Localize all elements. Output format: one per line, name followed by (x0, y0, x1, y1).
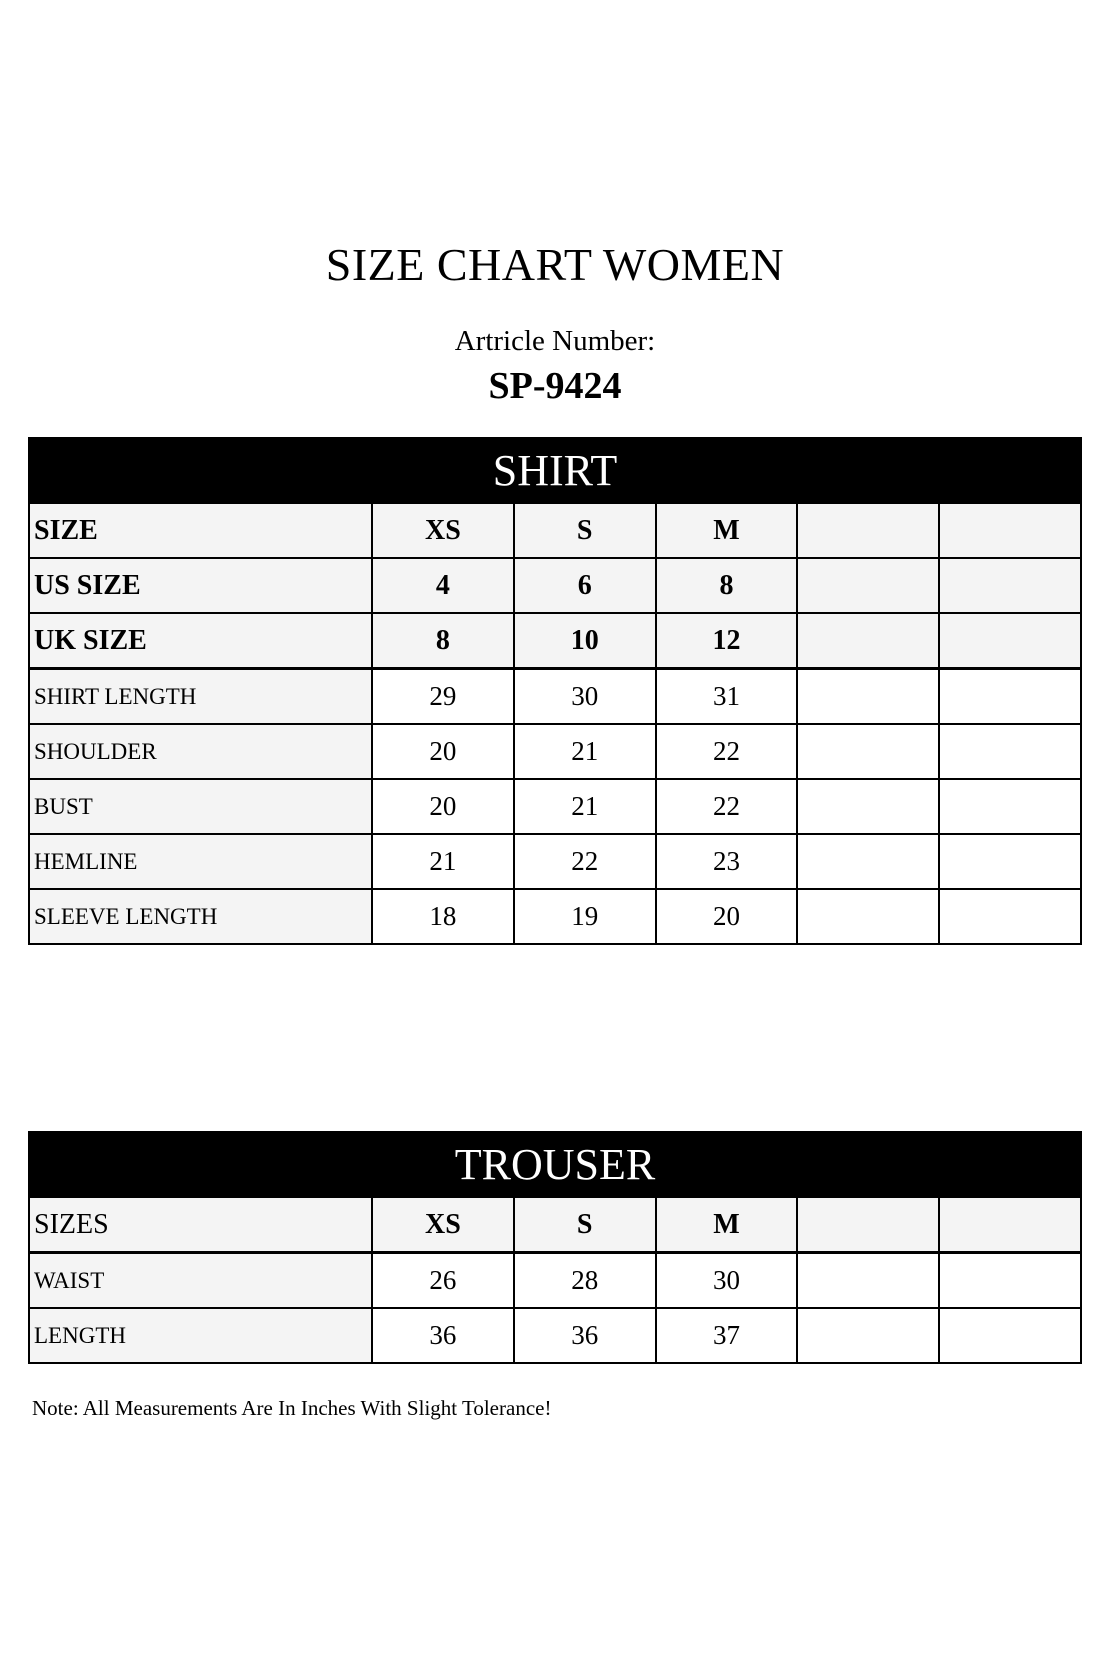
size-value-cell: 22 (654, 723, 799, 780)
size-value-cell: 31 (654, 667, 799, 725)
size-value-cell (796, 557, 941, 614)
size-value-cell (796, 667, 941, 725)
size-value-cell (938, 888, 1082, 945)
row-label: SHOULDER (28, 723, 373, 780)
size-value-cell: 26 (371, 1251, 515, 1309)
size-value-cell (796, 833, 941, 890)
size-value-cell (938, 612, 1082, 670)
size-value-cell: XS (371, 1196, 515, 1254)
shirt-measurement-row: BUST 20 21 22 (28, 778, 1082, 835)
trouser-size-table: TROUSER SIZES XS S M WAIST 26 28 30 LENGTH 36 36 37 (28, 1131, 1082, 1364)
row-label: SLEEVE LENGTH (28, 888, 373, 945)
trouser-table-title: TROUSER (28, 1131, 1082, 1198)
size-value-cell (938, 1251, 1082, 1309)
shirt-measurement-row: HEMLINE 21 22 23 (28, 833, 1082, 890)
row-label: BUST (28, 778, 373, 835)
size-value-cell: 36 (371, 1307, 515, 1364)
size-value-cell: 8 (654, 557, 799, 614)
size-value-cell: 30 (654, 1251, 799, 1309)
size-value-cell: 20 (371, 723, 515, 780)
row-label: WAIST (28, 1251, 373, 1309)
article-number-label: Artricle Number: (454, 325, 656, 357)
size-value-cell (938, 502, 1082, 559)
size-value-cell: 4 (371, 557, 515, 614)
size-value-cell: 23 (654, 833, 799, 890)
size-value-cell: 21 (512, 723, 657, 780)
size-value-cell: 12 (654, 612, 799, 670)
size-value-cell: M (654, 1196, 799, 1254)
size-value-cell: S (512, 1196, 657, 1254)
shirt-size-table: SHIRT SIZE XS S M US SIZE 4 6 8 UK SIZE 8 10 12 SHIR… (28, 437, 1082, 945)
size-value-cell (938, 723, 1082, 780)
size-value-cell (796, 1251, 941, 1309)
size-value-cell (796, 778, 941, 835)
shirt-measurement-row: SHIRT LENGTH 29 30 31 (28, 667, 1082, 725)
size-value-cell: 20 (371, 778, 515, 835)
row-label: SIZE (28, 502, 373, 559)
size-value-cell (938, 778, 1082, 835)
row-label: SIZES (28, 1196, 373, 1254)
size-value-cell (796, 723, 941, 780)
shirt-measurement-row: SHOULDER 20 21 22 (28, 723, 1082, 780)
size-value-cell: 20 (654, 888, 799, 945)
size-value-cell (796, 888, 941, 945)
shirt-measurement-row: SLEEVE LENGTH 18 19 20 (28, 888, 1082, 945)
size-value-cell: 37 (654, 1307, 799, 1364)
row-label: SHIRT LENGTH (28, 667, 373, 725)
shirt-header-row: SIZE XS S M (28, 502, 1082, 559)
size-value-cell: S (512, 502, 657, 559)
size-value-cell (938, 667, 1082, 725)
row-label: UK SIZE (28, 612, 373, 670)
size-value-cell: XS (371, 502, 515, 559)
shirt-header-row: UK SIZE 8 10 12 (28, 612, 1082, 670)
size-value-cell: 36 (512, 1307, 657, 1364)
size-value-cell (938, 1307, 1082, 1364)
size-value-cell: 21 (512, 778, 657, 835)
trouser-measurement-row: WAIST 26 28 30 (28, 1251, 1082, 1309)
shirt-table-title: SHIRT (28, 437, 1082, 504)
size-value-cell (796, 1196, 941, 1254)
size-value-cell: 21 (371, 833, 515, 890)
row-label: LENGTH (28, 1307, 373, 1364)
size-value-cell: 10 (512, 612, 657, 670)
row-label: HEMLINE (28, 833, 373, 890)
size-value-cell: 19 (512, 888, 657, 945)
page-title: SIZE CHART WOMEN (325, 239, 785, 290)
size-value-cell: 22 (512, 833, 657, 890)
size-value-cell (796, 1307, 941, 1364)
trouser-measurement-row: LENGTH 36 36 37 (28, 1307, 1082, 1364)
size-value-cell: 8 (371, 612, 515, 670)
size-value-cell (796, 612, 941, 670)
size-value-cell: M (654, 502, 799, 559)
article-number: SP-9424 (488, 365, 622, 407)
size-value-cell: 22 (654, 778, 799, 835)
size-value-cell (796, 502, 941, 559)
size-value-cell: 29 (371, 667, 515, 725)
size-value-cell: 30 (512, 667, 657, 725)
shirt-header-row: US SIZE 4 6 8 (28, 557, 1082, 614)
size-value-cell (938, 833, 1082, 890)
measurement-note: Note: All Measurements Are In Inches Wit… (32, 1396, 552, 1420)
size-value-cell: 18 (371, 888, 515, 945)
row-label: US SIZE (28, 557, 373, 614)
size-value-cell (938, 1196, 1082, 1254)
size-value-cell: 28 (512, 1251, 657, 1309)
trouser-header-row: SIZES XS S M (28, 1196, 1082, 1254)
size-value-cell (938, 557, 1082, 614)
size-value-cell: 6 (512, 557, 657, 614)
